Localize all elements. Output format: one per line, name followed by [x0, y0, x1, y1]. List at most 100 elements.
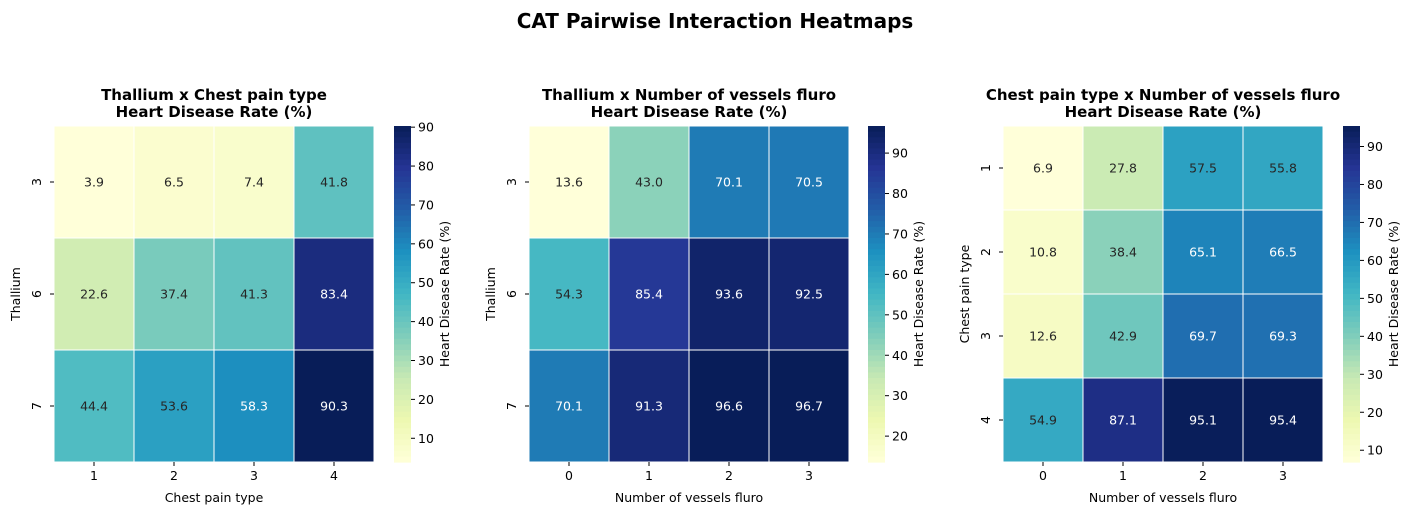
cell-value-label: 90.3 [320, 399, 348, 414]
colorbar-segment [1343, 137, 1360, 144]
colorbar-segment [1343, 294, 1360, 301]
colorbar-segment [868, 159, 885, 166]
cell-value-label: 10.8 [1029, 245, 1057, 260]
cell-value-label: 66.5 [1269, 245, 1297, 260]
colorbar-segment [1343, 215, 1360, 222]
colorbar-tick-label: 90 [1367, 139, 1383, 154]
x-tick-label: 0 [1039, 468, 1047, 483]
colorbar-segment [394, 154, 411, 161]
colorbar-segment [394, 333, 411, 340]
heatmap-cell [768, 349, 850, 463]
colorbar-segment [394, 450, 411, 457]
colorbar-segment [1343, 204, 1360, 211]
cell-value-label: 69.7 [1189, 329, 1217, 344]
colorbar-segment [394, 322, 411, 329]
y-tick-label: 7 [504, 402, 519, 410]
colorbar-tick-label: 50 [892, 307, 908, 322]
colorbar-segment [1343, 238, 1360, 245]
colorbar-segment [1343, 131, 1360, 138]
colorbar-segment [868, 254, 885, 261]
colorbar-segment [394, 170, 411, 177]
colorbar-segment [868, 198, 885, 205]
colorbar-segment [394, 198, 411, 205]
colorbar-segment [394, 378, 411, 385]
colorbar-segment [1343, 243, 1360, 250]
heatmap-panel-1: Thallium x Chest pain type Heart Disease … [8, 86, 452, 505]
x-axis-label: Number of vessels fluro [615, 490, 763, 505]
colorbar-segment [394, 350, 411, 357]
heatmap-cell [133, 349, 215, 463]
colorbar-segment [394, 456, 411, 463]
colorbar-segment [394, 232, 411, 239]
colorbar-tick-label: 60 [1367, 253, 1383, 268]
colorbar-segment [868, 215, 885, 222]
colorbar-segment [1343, 165, 1360, 172]
colorbar-segment [868, 411, 885, 418]
colorbar-segment [868, 238, 885, 245]
colorbar-segment [1343, 282, 1360, 289]
heatmap-cell [53, 125, 135, 239]
colorbar-segment [394, 439, 411, 446]
colorbar-tick-label: 30 [892, 388, 908, 403]
x-tick-label: 2 [170, 468, 178, 483]
colorbar-segment [1343, 210, 1360, 217]
colorbar-segment [868, 316, 885, 323]
colorbar-segment [868, 243, 885, 250]
colorbar-segment [868, 378, 885, 385]
cell-value-label: 6.9 [1033, 161, 1053, 176]
colorbar-segment [868, 266, 885, 273]
colorbar-segment [394, 137, 411, 144]
x-tick-label: 1 [645, 468, 653, 483]
colorbar-segment [868, 389, 885, 396]
colorbar-tick-label: 50 [418, 275, 434, 290]
colorbar-segment [394, 159, 411, 166]
colorbar-tick-label: 60 [418, 236, 434, 251]
colorbar-segment [868, 282, 885, 289]
colorbar-label: Heart Disease Rate (%) [437, 221, 452, 367]
colorbar-segment [868, 450, 885, 457]
colorbar-segment [868, 232, 885, 239]
colorbar-segment [1343, 378, 1360, 385]
colorbar-segment [394, 215, 411, 222]
heatmap-cell [213, 125, 295, 239]
colorbar-segment [394, 422, 411, 429]
colorbar-segment [868, 148, 885, 155]
colorbar-tick-label: 80 [892, 186, 908, 201]
colorbar-segment [394, 344, 411, 351]
heatmap-panel-3: Chest pain type x Number of vessels flur… [957, 86, 1401, 505]
colorbar-segment [1343, 271, 1360, 278]
colorbar-tick-label: 50 [1367, 291, 1383, 306]
colorbar-segment [394, 210, 411, 217]
heatmap-cell [608, 237, 690, 351]
cell-value-label: 95.1 [1189, 413, 1217, 428]
cell-value-label: 58.3 [240, 399, 268, 414]
cell-value-label: 6.5 [164, 175, 184, 190]
colorbar-tick-label: 60 [892, 267, 908, 282]
colorbar-segment [1343, 417, 1360, 424]
colorbar-segment [394, 221, 411, 228]
colorbar-segment [394, 299, 411, 306]
heatmap-cell [688, 125, 770, 239]
colorbar-segment [394, 254, 411, 261]
panel-title: Chest pain type x Number of vessels flur… [986, 86, 1340, 121]
colorbar-segment [1343, 154, 1360, 161]
colorbar-segment [868, 338, 885, 345]
heatmap-cell [528, 237, 610, 351]
cell-value-label: 42.9 [1109, 329, 1137, 344]
heatmap-cell [1002, 209, 1084, 295]
heatmap-cell [768, 125, 850, 239]
heatmap-cell [768, 237, 850, 351]
colorbar-segment [394, 148, 411, 155]
colorbar-segment [868, 366, 885, 373]
x-tick-label: 0 [565, 468, 573, 483]
colorbar-segment [1343, 422, 1360, 429]
colorbar-segment [394, 249, 411, 256]
colorbar-segment [1343, 434, 1360, 441]
colorbar-segment [394, 271, 411, 278]
colorbar-segment [868, 210, 885, 217]
colorbar-segment [868, 271, 885, 278]
x-tick-label: 3 [250, 468, 258, 483]
heatmap-cell [1242, 209, 1324, 295]
colorbar-segment [1343, 316, 1360, 323]
